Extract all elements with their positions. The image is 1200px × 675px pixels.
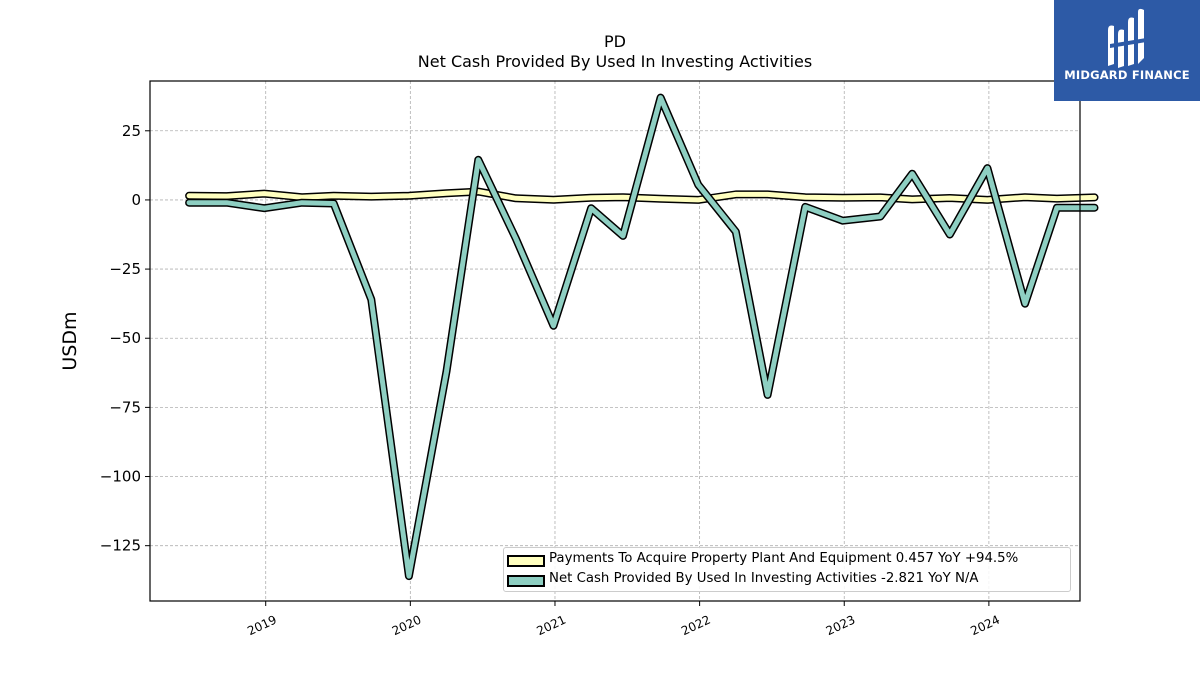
legend-item: Net Cash Provided By Used In Investing A…: [504, 570, 1070, 590]
brand-logo: MIDGARD FINANCE: [1054, 0, 1200, 101]
x-tick-label: 2020: [390, 613, 424, 639]
series-line: [186, 189, 1097, 203]
y-tick-label: −75: [109, 398, 141, 416]
x-tick-label: 2024: [968, 613, 1002, 639]
plot-frame: [149, 80, 1081, 602]
y-tick-label: −125: [100, 537, 141, 555]
chart-subtitle: Net Cash Provided By Used In Investing A…: [417, 52, 813, 71]
y-tick-label: 25: [122, 122, 141, 140]
legend-label: Payments To Acquire Property Plant And E…: [549, 551, 1019, 566]
legend-label: Net Cash Provided By Used In Investing A…: [549, 571, 979, 586]
series-line: [186, 95, 1097, 579]
x-tick-label: 2019: [245, 613, 279, 639]
legend-item: Payments To Acquire Property Plant And E…: [504, 550, 1070, 570]
brand-name: MIDGARD FINANCE: [1064, 68, 1190, 82]
y-tick-label: 0: [131, 191, 141, 209]
y-tick-label: −100: [100, 468, 141, 486]
chart-legend: Payments To Acquire Property Plant And E…: [503, 547, 1071, 592]
legend-swatch: [507, 555, 545, 567]
x-tick-label: 2021: [534, 613, 568, 639]
y-tick-label: −25: [109, 260, 141, 278]
legend-swatch: [507, 575, 545, 587]
x-tick-label: 2023: [824, 613, 858, 639]
x-tick-label: 2022: [679, 613, 713, 639]
y-axis-label: USDm: [59, 311, 81, 370]
y-tick-label: −50: [109, 329, 141, 347]
chart-title: PD: [604, 32, 626, 51]
midgard-logo-icon: [1108, 8, 1146, 68]
